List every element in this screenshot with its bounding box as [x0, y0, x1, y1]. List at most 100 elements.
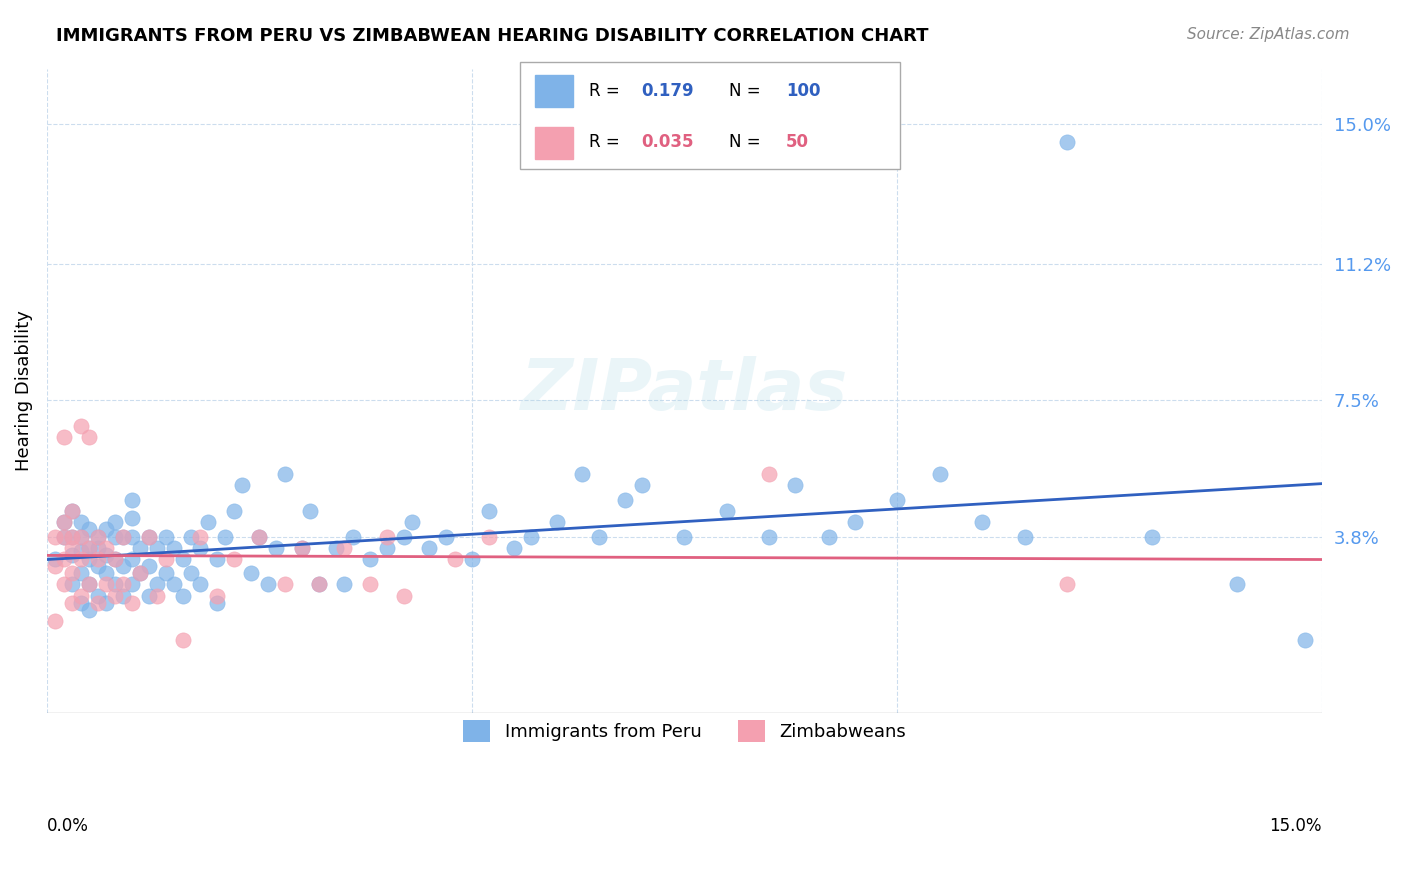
Point [146, 589, 169, 603]
Point [52, 515, 75, 529]
Point [70, 515, 93, 529]
Point [60, 566, 83, 581]
Point [291, 541, 314, 555]
Point [274, 577, 297, 591]
Point [60, 529, 83, 543]
Text: R =: R = [589, 82, 619, 100]
Point [44, 529, 66, 543]
Point [121, 529, 143, 543]
Point [520, 529, 543, 543]
Point [44, 559, 66, 574]
Point [96, 522, 118, 536]
Point [257, 577, 280, 591]
Point [325, 541, 347, 555]
Point [60, 548, 83, 562]
Point [392, 529, 415, 543]
Point [716, 504, 738, 518]
Point [392, 589, 415, 603]
Point [299, 504, 322, 518]
Point [205, 551, 228, 566]
Point [79, 541, 101, 555]
Point [274, 467, 297, 481]
Point [333, 577, 356, 591]
Text: 0.0%: 0.0% [46, 816, 89, 835]
Y-axis label: Hearing Disability: Hearing Disability [15, 310, 32, 471]
Point [79, 541, 101, 555]
Point [478, 529, 501, 543]
Point [155, 529, 177, 543]
Point [146, 577, 169, 591]
Text: Source: ZipAtlas.com: Source: ZipAtlas.com [1187, 27, 1350, 42]
Text: ZIPatlas: ZIPatlas [520, 357, 848, 425]
Point [44, 615, 66, 629]
Point [375, 529, 398, 543]
Point [138, 589, 160, 603]
Point [222, 504, 245, 518]
Point [70, 589, 93, 603]
Point [155, 566, 177, 581]
Point [129, 541, 152, 555]
Point [163, 541, 186, 555]
Point [70, 419, 93, 434]
Point [375, 541, 398, 555]
Point [52, 551, 75, 566]
Point [1056, 577, 1078, 591]
Point [52, 529, 75, 543]
Point [121, 492, 143, 507]
Point [172, 589, 194, 603]
Point [60, 541, 83, 555]
Point [783, 478, 806, 492]
Point [87, 589, 110, 603]
Point [291, 541, 314, 555]
Point [1056, 135, 1078, 149]
Point [239, 566, 262, 581]
Point [79, 522, 101, 536]
Point [844, 515, 866, 529]
Point [52, 430, 75, 444]
Point [359, 577, 381, 591]
Point [188, 541, 211, 555]
Point [614, 492, 637, 507]
Point [104, 551, 127, 566]
Point [70, 566, 93, 581]
Point [112, 529, 135, 543]
Point [87, 596, 110, 610]
Point [155, 551, 177, 566]
Point [180, 529, 202, 543]
Point [503, 541, 526, 555]
Point [129, 566, 152, 581]
FancyBboxPatch shape [536, 75, 574, 107]
Point [886, 492, 908, 507]
Point [87, 551, 110, 566]
Point [188, 529, 211, 543]
Point [818, 529, 841, 543]
Point [96, 596, 118, 610]
Point [588, 529, 610, 543]
Point [104, 589, 127, 603]
Text: N =: N = [730, 82, 761, 100]
Point [121, 511, 143, 525]
Point [197, 515, 219, 529]
Point [444, 551, 467, 566]
Point [104, 529, 127, 543]
Text: 0.179: 0.179 [641, 82, 695, 100]
Point [70, 551, 93, 566]
Point [121, 577, 143, 591]
Point [112, 529, 135, 543]
Point [631, 478, 654, 492]
Point [52, 515, 75, 529]
Point [205, 589, 228, 603]
Point [52, 529, 75, 543]
Point [87, 529, 110, 543]
Point [79, 577, 101, 591]
Point [60, 577, 83, 591]
Point [546, 515, 568, 529]
Point [1226, 577, 1249, 591]
Point [180, 566, 202, 581]
Point [96, 577, 118, 591]
Point [222, 551, 245, 566]
Point [44, 551, 66, 566]
Point [758, 467, 780, 481]
Point [1294, 632, 1316, 647]
Point [87, 559, 110, 574]
